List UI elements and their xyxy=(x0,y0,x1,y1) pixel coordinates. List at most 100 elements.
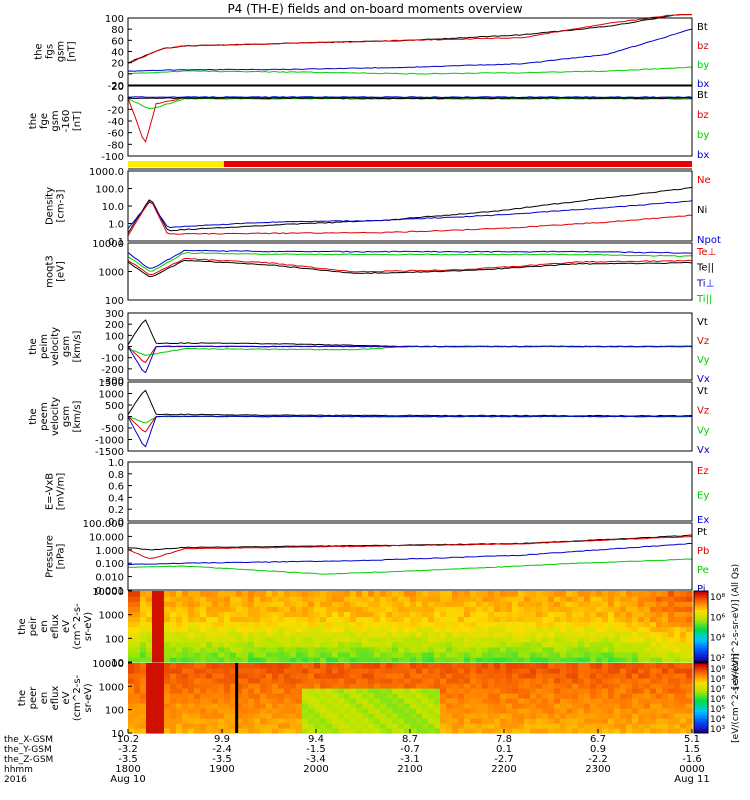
spectrogram-cell xyxy=(650,616,657,623)
spectrogram-cell xyxy=(446,688,453,694)
spectrogram-cell xyxy=(614,718,621,724)
spectrogram-cell xyxy=(362,713,369,719)
series-line-bz xyxy=(127,14,692,64)
spectrogram-cell xyxy=(584,626,591,633)
series-line-Pi xyxy=(128,542,693,565)
spectrogram-cell xyxy=(338,673,345,679)
spectrogram-cell xyxy=(236,616,243,623)
spectrogram-cell xyxy=(500,626,507,633)
spectrogram-cell xyxy=(278,601,285,607)
spectrogram-cell xyxy=(152,668,159,674)
colorbar-cell xyxy=(694,665,708,669)
spectrogram-cell xyxy=(620,621,627,628)
spectrogram-cell xyxy=(668,591,675,597)
spectrogram-cell xyxy=(194,611,201,617)
spectrogram-cell xyxy=(194,723,201,729)
spectrogram-cell xyxy=(518,646,525,653)
spectrogram-cell xyxy=(656,641,663,648)
spectrogram-cell xyxy=(356,591,363,597)
spectrogram-cell xyxy=(230,708,237,714)
spectrogram-cell xyxy=(518,728,525,734)
spectrogram-cell xyxy=(626,626,633,633)
spectrogram-cell xyxy=(224,723,231,729)
spectrogram-cell xyxy=(296,591,303,597)
spectrogram-cell xyxy=(638,646,645,653)
spectrogram-cell xyxy=(266,698,273,704)
spectrogram-cell xyxy=(218,626,225,633)
spectrogram-cell xyxy=(458,683,465,689)
spectrogram-cell xyxy=(398,591,405,597)
spectrogram-cell xyxy=(614,601,621,607)
spectrogram-cell xyxy=(398,708,405,714)
spectrogram-cell xyxy=(398,636,405,643)
spectrogram-cell xyxy=(536,698,543,704)
spectrogram-cell xyxy=(578,646,585,653)
spectrogram-cell xyxy=(404,693,411,699)
spectrogram-cell xyxy=(176,601,183,607)
y-tick-label: -300 xyxy=(101,376,124,387)
spectrogram-cell xyxy=(236,703,243,709)
spectrogram-cell xyxy=(362,646,369,653)
spectrogram-cell xyxy=(494,626,501,633)
spectrogram-cell xyxy=(530,636,537,643)
spectrogram-cell xyxy=(674,668,681,674)
spectrogram-cell xyxy=(314,693,321,699)
spectrogram-cell xyxy=(212,688,219,694)
spectrogram-cell xyxy=(470,673,477,679)
spectrogram-cell xyxy=(350,631,357,638)
y-tick-label: 40 xyxy=(111,48,124,59)
spectrogram-cell xyxy=(164,708,171,714)
legend-entry: Pe xyxy=(697,565,709,576)
spectrogram-cell xyxy=(416,668,423,674)
mode-status-bar xyxy=(128,161,692,170)
spectrogram-cell xyxy=(236,646,243,653)
spectrogram-cell xyxy=(146,728,153,734)
y-tick-label: 10 xyxy=(111,658,124,669)
spectrogram-cell xyxy=(152,708,159,714)
spectrogram-cell xyxy=(278,606,285,612)
spectrogram-cell xyxy=(314,606,321,612)
legend-entry: Vx xyxy=(697,374,710,385)
spectrogram-cell xyxy=(158,656,165,663)
spectrogram-cell xyxy=(608,641,615,648)
spectrogram-cell xyxy=(482,601,489,607)
spectrogram-cell xyxy=(596,606,603,612)
spectrogram-cell xyxy=(308,718,315,724)
spectrogram-cell xyxy=(548,626,555,633)
spectrogram-cell xyxy=(530,668,537,674)
y-axis-label-line: en xyxy=(39,692,50,705)
spectrogram-cell xyxy=(290,621,297,628)
spectrogram-cell xyxy=(290,636,297,643)
spectrogram-cell xyxy=(368,708,375,714)
spectrogram-cell xyxy=(188,621,195,628)
spectrogram-cell xyxy=(296,703,303,709)
x-axis-tick-value: -3.2 xyxy=(118,744,138,755)
spectrogram-cell xyxy=(176,626,183,633)
spectrogram-cell xyxy=(506,651,513,658)
spectrogram-cell xyxy=(470,591,477,597)
spectrogram-cell xyxy=(380,631,387,638)
spectrogram-cell xyxy=(578,683,585,689)
spectrogram-cell xyxy=(332,601,339,607)
spectrogram-cell xyxy=(578,616,585,623)
spectrogram-cell xyxy=(542,728,549,734)
spectrogram-cell xyxy=(596,651,603,658)
spectrogram-cell xyxy=(362,606,369,612)
spectrogram-cell xyxy=(656,656,663,663)
spectrogram-cell xyxy=(632,596,639,602)
spectrogram-cell xyxy=(566,678,573,684)
spectrogram-cell xyxy=(170,698,177,704)
spectrogram-cell xyxy=(446,611,453,617)
spectrogram-cell xyxy=(224,646,231,653)
y-tick-label: 1000 xyxy=(99,682,124,693)
spectrogram-cell xyxy=(578,693,585,699)
spectrogram-cell xyxy=(236,708,243,714)
colorbar-cell xyxy=(694,609,708,613)
spectrogram-cell xyxy=(254,693,261,699)
spectrogram-cell xyxy=(368,688,375,694)
spectrogram-cell xyxy=(530,656,537,663)
colorbar-tick-label: 10⁴ xyxy=(710,634,725,644)
spectrogram-cell xyxy=(524,641,531,648)
spectrogram-cell xyxy=(494,656,501,663)
spectrogram-cell xyxy=(554,663,561,669)
